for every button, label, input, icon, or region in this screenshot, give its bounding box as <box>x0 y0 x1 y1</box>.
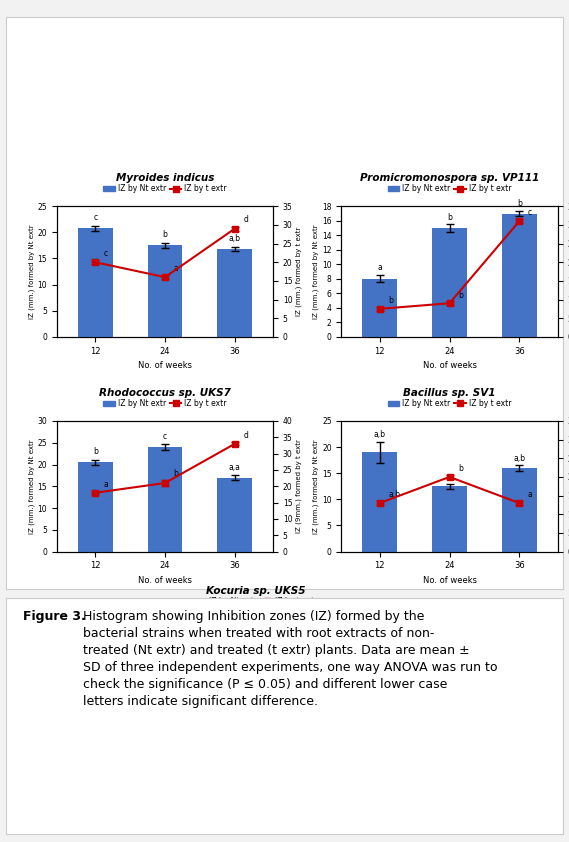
Text: b: b <box>388 296 393 305</box>
Text: b: b <box>458 464 463 473</box>
Text: b: b <box>93 447 98 456</box>
Text: a,b: a,b <box>266 636 278 644</box>
Legend: IZ by Nt extr, IZ by t extr: IZ by Nt extr, IZ by t extr <box>385 396 514 411</box>
Title: Promicromonospora sp. VP111: Promicromonospora sp. VP111 <box>360 173 539 184</box>
Legend: IZ by Nt extr, IZ by t extr: IZ by Nt extr, IZ by t extr <box>100 396 230 411</box>
Text: a,b: a,b <box>250 637 262 646</box>
Y-axis label: IZ (mm.) formed by t extr: IZ (mm.) formed by t extr <box>295 226 302 317</box>
Bar <box>78 462 113 552</box>
Text: b: b <box>174 469 178 477</box>
Text: Figure 3.: Figure 3. <box>23 610 85 623</box>
X-axis label: No. of weeks: No. of weeks <box>423 576 476 585</box>
Legend: IZ by Nt extr, IZ by t extr: IZ by Nt extr, IZ by t extr <box>385 181 514 196</box>
X-axis label: No. of weeks: No. of weeks <box>229 774 283 783</box>
Text: a: a <box>338 646 343 655</box>
Text: b: b <box>169 624 174 633</box>
Bar <box>151 641 193 749</box>
Text: b: b <box>351 625 356 634</box>
Bar <box>362 452 397 552</box>
Bar <box>217 249 252 337</box>
Y-axis label: IZ (mm.) formed by Nt extr: IZ (mm.) formed by Nt extr <box>28 439 35 534</box>
Text: a,a: a,a <box>229 463 241 472</box>
Y-axis label: IZ (mm.) formed by Nt extr: IZ (mm.) formed by Nt extr <box>28 224 35 319</box>
Y-axis label: IZ (mm.) formed by t extr: IZ (mm.) formed by t extr <box>409 639 415 729</box>
Legend: IZ by Nt extr, IZ by t extr: IZ by Nt extr, IZ by t extr <box>191 594 321 609</box>
Y-axis label: IZ (mm.) formed by Nt extr: IZ (mm.) formed by Nt extr <box>313 224 319 319</box>
Text: a,b: a,b <box>513 454 525 463</box>
Y-axis label: IZ (mm.) formed by Nt extr: IZ (mm.) formed by Nt extr <box>97 637 103 732</box>
Text: a: a <box>527 490 533 499</box>
Y-axis label: IZ (mm.) formed by Nt extr: IZ (mm.) formed by Nt extr <box>313 439 319 534</box>
Text: a: a <box>174 264 178 273</box>
Text: a,b: a,b <box>229 234 241 243</box>
Text: a,b: a,b <box>388 490 400 499</box>
Text: b: b <box>458 290 463 300</box>
Bar <box>147 447 183 552</box>
Bar <box>432 228 467 337</box>
Bar <box>235 653 277 749</box>
Text: Histogram showing Inhibition zones (IZ) formed by the
bacterial strains when tre: Histogram showing Inhibition zones (IZ) … <box>83 610 497 708</box>
Text: a: a <box>182 642 187 651</box>
Text: d: d <box>243 430 248 440</box>
Bar <box>217 477 252 552</box>
X-axis label: No. of weeks: No. of weeks <box>138 361 192 370</box>
Text: b: b <box>447 212 452 221</box>
Text: b: b <box>517 199 522 208</box>
Title: Kocuria sp. UKS5: Kocuria sp. UKS5 <box>207 586 306 596</box>
Text: c: c <box>93 213 97 222</box>
Bar <box>362 279 397 337</box>
Text: c: c <box>527 209 532 217</box>
Bar <box>502 468 537 552</box>
Bar <box>502 214 537 337</box>
Bar <box>147 246 183 337</box>
X-axis label: No. of weeks: No. of weeks <box>138 576 192 585</box>
Text: c: c <box>163 432 167 440</box>
Bar <box>78 228 113 337</box>
Title: Bacillus sp. SV1: Bacillus sp. SV1 <box>403 388 496 398</box>
Legend: IZ by Nt extr, IZ by t extr: IZ by Nt extr, IZ by t extr <box>100 181 230 196</box>
Text: a,b: a,b <box>374 429 386 439</box>
Title: Myroides indicus: Myroides indicus <box>116 173 214 184</box>
Text: a: a <box>104 480 108 488</box>
Text: c: c <box>447 472 452 482</box>
Text: b: b <box>163 230 167 239</box>
X-axis label: No. of weeks: No. of weeks <box>423 361 476 370</box>
Title: Rhodococcus sp. UKS7: Rhodococcus sp. UKS7 <box>99 388 231 398</box>
Text: d: d <box>243 216 248 224</box>
Text: c: c <box>104 248 108 258</box>
Text: a: a <box>377 264 382 272</box>
Bar <box>432 486 467 552</box>
Y-axis label: IZ (9mm.) formed by t extr: IZ (9mm.) formed by t extr <box>295 440 302 533</box>
Bar <box>319 661 361 749</box>
